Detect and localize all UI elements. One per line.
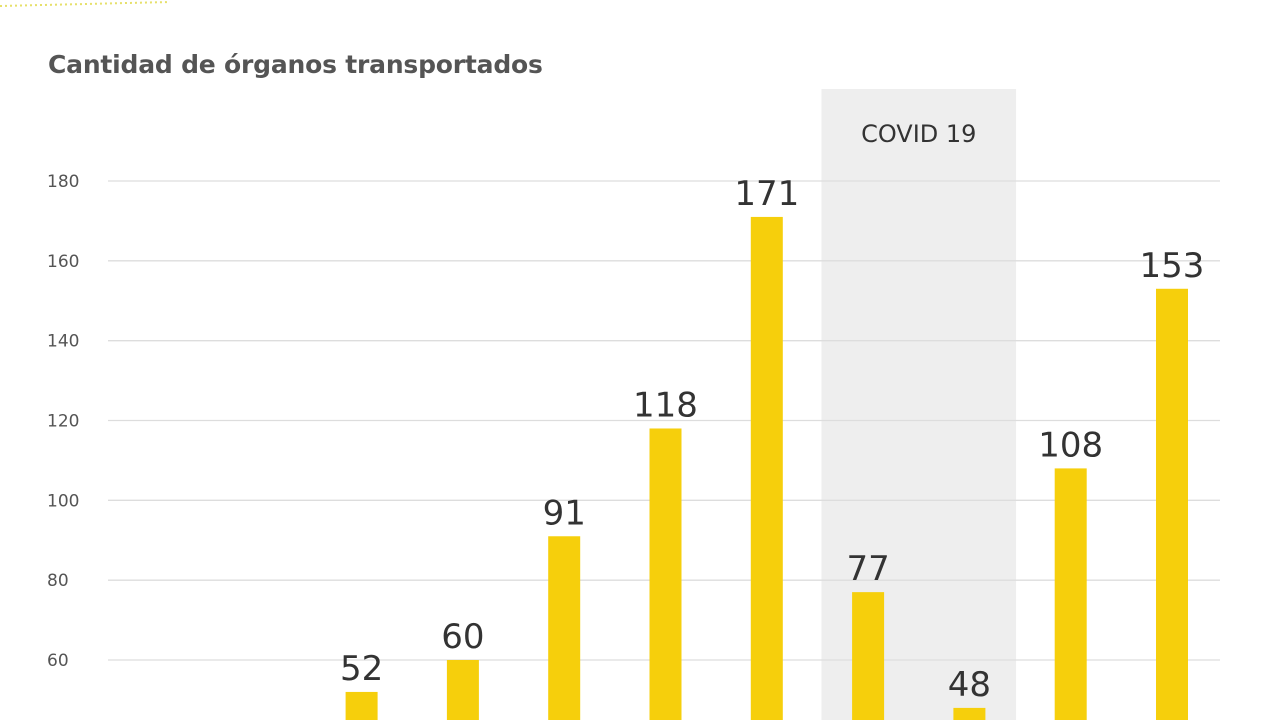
bar-value-label: 108 (1038, 425, 1103, 465)
bar-value-label: 48 (948, 665, 991, 705)
bar-value-label: 171 (734, 174, 799, 214)
bar (953, 707, 986, 720)
covid-annotation-label: COVID 19 (861, 120, 976, 148)
y-tick-label: 120 (47, 412, 79, 432)
bar (446, 660, 479, 720)
decorative-dotted-line (0, 1, 171, 7)
bar-value-label: 52 (340, 649, 383, 689)
bar (852, 592, 885, 720)
y-tick-label: 140 (47, 332, 79, 352)
bar-value-label: 60 (441, 617, 484, 657)
y-tick-label: 160 (47, 252, 79, 272)
bar-value-label: 153 (1140, 246, 1205, 286)
covid-shaded-region (821, 89, 1017, 720)
y-tick-label: 80 (47, 571, 69, 591)
y-tick-label: 180 (47, 172, 79, 192)
bar (750, 216, 783, 720)
bar-value-label: 77 (846, 549, 889, 589)
bar-value-label: 91 (543, 493, 586, 533)
bar (548, 536, 581, 720)
y-tick-label: 100 (47, 491, 79, 511)
bar (649, 428, 682, 720)
bar (345, 691, 378, 720)
bar (1054, 468, 1087, 720)
y-tick-label: 60 (47, 651, 69, 671)
bar-value-label: 118 (633, 385, 698, 425)
chart-title: Cantidad de órganos transportados (48, 50, 543, 79)
bar (1156, 288, 1188, 720)
